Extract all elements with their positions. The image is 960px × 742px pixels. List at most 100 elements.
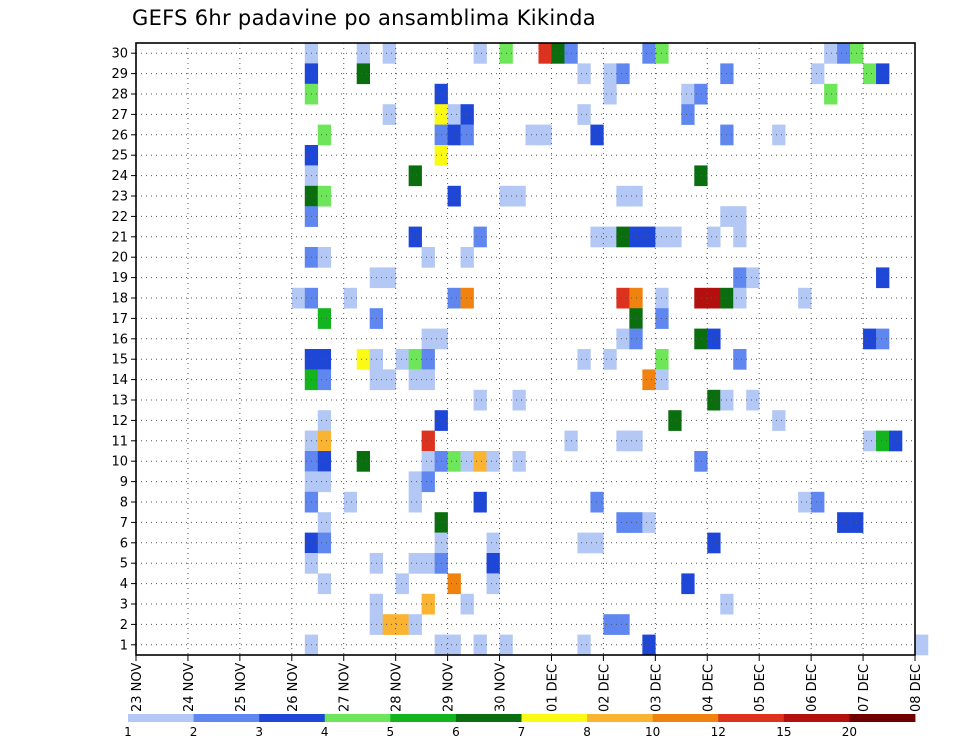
- heatmap-cell: [837, 512, 851, 533]
- heatmap-cell: [473, 491, 487, 513]
- heatmap-cell: [746, 389, 760, 411]
- heatmap-cell: [577, 532, 591, 554]
- heatmap-cell: [616, 185, 630, 207]
- heatmap-cell: [577, 634, 591, 656]
- heatmap-cell: [694, 287, 708, 309]
- y-tick-label: 9: [120, 475, 128, 490]
- heatmap-cell: [356, 451, 370, 472]
- heatmap-cell: [616, 328, 630, 350]
- heatmap-cell: [603, 63, 617, 85]
- y-tick-label: 20: [111, 251, 128, 266]
- heatmap-cell: [590, 491, 604, 513]
- heatmap-cell: [681, 104, 695, 125]
- y-tick-label: 7: [120, 516, 128, 531]
- heatmap-cell: [408, 471, 422, 493]
- heatmap-cell: [447, 287, 461, 309]
- heatmap-cell: [395, 614, 409, 635]
- colorbar-label: 15: [776, 725, 791, 739]
- heatmap-cell: [447, 634, 461, 656]
- colorbar-label: 3: [255, 725, 263, 739]
- heatmap-cell: [317, 410, 332, 431]
- heatmap-cell: [863, 63, 877, 85]
- x-tick-label: 23 NOV: [130, 663, 145, 712]
- heatmap-cell: [616, 226, 630, 248]
- heatmap-cell: [551, 43, 565, 64]
- heatmap-cell: [876, 328, 890, 350]
- colorbar-segment: [259, 714, 326, 722]
- y-tick-label: 24: [111, 169, 128, 184]
- y-tick-label: 28: [111, 88, 128, 103]
- heatmap-cell: [512, 451, 526, 472]
- x-axis: 23 NOV 24 NOV 25 NOV 26 NOV 27 NOV 28 NOV 29 N…: [130, 655, 924, 712]
- heatmap-cell: [486, 553, 500, 574]
- colorbar-segment: [718, 714, 785, 722]
- heatmap-cell: [577, 104, 591, 125]
- heatmap-cell: [707, 287, 721, 309]
- heatmap-cell: [408, 614, 422, 635]
- y-tick-label: 15: [111, 353, 128, 368]
- chart-title: GEFS 6hr padavine po ansamblima Kikinda: [132, 6, 596, 30]
- colorbar-label: 10: [645, 725, 660, 739]
- heatmap-cell: [863, 328, 877, 350]
- y-tick-label: 8: [120, 496, 128, 511]
- x-tick-label: 30 NOV: [494, 663, 509, 712]
- heatmap-cell: [811, 491, 825, 513]
- heatmap-cell: [317, 247, 332, 268]
- heatmap-cell: [616, 63, 630, 85]
- heatmap-cell: [642, 43, 656, 64]
- heatmap-cell: [824, 83, 838, 105]
- colorbar-segment: [128, 714, 194, 722]
- heatmap-cell: [356, 63, 370, 85]
- heatmap-cell: [863, 430, 877, 452]
- heatmap-cell: [603, 83, 617, 105]
- heatmap-cell: [382, 614, 396, 635]
- heatmap-cell: [603, 226, 617, 248]
- heatmap-cell: [642, 369, 656, 391]
- colorbar-segment: [193, 714, 260, 722]
- heatmap-cell: [382, 267, 396, 289]
- heatmap-cell: [603, 614, 617, 635]
- heatmap-cell: [473, 634, 487, 656]
- heatmap-cell: [694, 328, 708, 350]
- x-tick-label: 25 NOV: [234, 663, 249, 712]
- heatmap-cell: [317, 430, 332, 452]
- heatmap-cell: [733, 226, 747, 248]
- heatmap-cell: [733, 287, 747, 309]
- colorbar-label: 12: [711, 725, 726, 739]
- colorbar-segment: [455, 714, 522, 722]
- x-tick-label: 01 DEC: [545, 664, 560, 712]
- heatmap-cell: [421, 553, 435, 574]
- heatmap-cell: [356, 349, 370, 370]
- colorbar-label: 8: [583, 725, 591, 739]
- heatmap-cell: [395, 349, 409, 370]
- heatmap-cell: [382, 369, 396, 391]
- colorbar-label: 6: [452, 725, 460, 739]
- heatmap-cell: [642, 226, 656, 248]
- colorbar-segment: [390, 714, 457, 722]
- x-tick-label: 28 NOV: [390, 663, 405, 712]
- x-tick-label: 02 DEC: [597, 664, 612, 712]
- colorbar-segment: [849, 714, 916, 722]
- colorbar-segment: [324, 714, 391, 722]
- heatmap-cell: [473, 451, 487, 472]
- heatmap-cell: [824, 43, 838, 64]
- heatmap-cell: [915, 634, 929, 656]
- x-tick-label: 27 NOV: [338, 663, 353, 712]
- y-tick-label: 11: [111, 434, 128, 449]
- y-tick-label: 23: [111, 190, 128, 205]
- y-tick-label: 13: [111, 394, 128, 409]
- heatmap-cell: [408, 165, 422, 187]
- heatmap-cell: [512, 185, 526, 207]
- colorbar-label: 20: [842, 725, 857, 739]
- heatmap-cell: [343, 491, 358, 513]
- colorbar-label: 1: [124, 725, 132, 739]
- x-tick-label: 26 NOV: [286, 663, 301, 712]
- heatmap-cell: [486, 451, 500, 472]
- x-tick-label: 07 DEC: [857, 664, 872, 712]
- heatmap-cell: [460, 593, 474, 615]
- heatmap-cell: [421, 593, 435, 615]
- heatmap-cell: [811, 63, 825, 85]
- heatmap-cell: [681, 83, 695, 105]
- heatmap-cell: [343, 287, 358, 309]
- heatmap-cell: [772, 410, 786, 431]
